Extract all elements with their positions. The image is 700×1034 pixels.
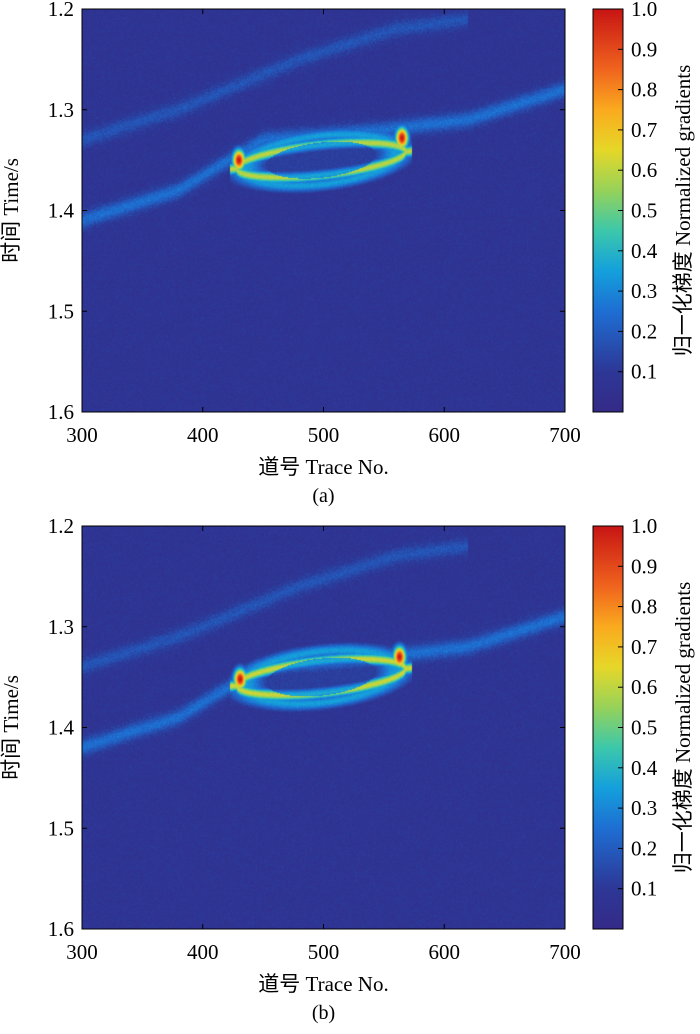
heatmap-chart-b: 300 400 500 600 700 1.2 1.3 1.4 1.5 1.6 道号 Trace N… — [0, 517, 695, 1024]
panel-b: 300 400 500 600 700 1.2 1.3 1.4 1.5 1.6 道号 Trace N… — [0, 517, 700, 1034]
x-tick-label: 300 — [66, 940, 98, 964]
colorbar-tick-label: 0.9 — [631, 554, 657, 578]
colorbar-tick-label: 0.3 — [631, 796, 657, 820]
y-tick-label: 1.6 — [48, 917, 74, 941]
y-tick-label: 1.6 — [48, 400, 74, 424]
colorbar-tick-label: 0.5 — [631, 716, 657, 740]
y-tick-label: 1.5 — [48, 816, 74, 840]
colorbar-tick-label: 0.3 — [631, 279, 657, 303]
colorbar-tick-label: 0.2 — [631, 836, 657, 860]
x-tick-label: 700 — [549, 940, 581, 964]
x-tick-label: 600 — [429, 423, 461, 447]
colorbar-label: 归一化梯度 Normalized gradients — [671, 65, 695, 357]
x-axis-label: 道号 Trace No. — [258, 972, 388, 996]
colorbar-tick-label: 0.7 — [631, 635, 657, 659]
y-tick-label: 1.4 — [48, 716, 75, 740]
x-axis-label: 道号 Trace No. — [258, 455, 388, 479]
colorbar-tick-label: 0.1 — [631, 877, 657, 901]
colorbar-tick-label: 0.9 — [631, 37, 657, 61]
y-tick-label: 1.5 — [48, 299, 74, 323]
panel-caption: (b) — [312, 1002, 335, 1024]
colorbar-tick-label: 0.1 — [631, 360, 657, 384]
x-tick-label: 600 — [429, 940, 461, 964]
colorbar-tick-label: 1.0 — [631, 0, 657, 21]
y-tick-label: 1.2 — [48, 517, 74, 538]
colorbar-label: 归一化梯度 Normalized gradients — [671, 582, 695, 874]
y-axis-label: 时间 Time/s — [0, 158, 23, 263]
x-tick-label: 400 — [187, 423, 219, 447]
x-tick-label: 500 — [308, 423, 340, 447]
y-tick-label: 1.3 — [48, 98, 74, 122]
y-tick-label: 1.3 — [48, 615, 74, 639]
y-tick-label: 1.4 — [48, 199, 75, 223]
colorbar-tick-label: 0.6 — [631, 158, 657, 182]
heatmap-chart-a: 300 400 500 600 700 1.2 1.3 1.4 1.5 1.6 道号 Trace N… — [0, 0, 695, 507]
panel-a: 300 400 500 600 700 1.2 1.3 1.4 1.5 1.6 道号 Trace N… — [0, 0, 695, 507]
x-tick-label: 700 — [549, 423, 581, 447]
x-tick-label: 400 — [187, 940, 219, 964]
colorbar-tick-label: 0.8 — [631, 78, 657, 102]
x-tick-label: 300 — [66, 423, 98, 447]
x-tick-label: 500 — [308, 940, 340, 964]
colorbar-tick-label: 0.5 — [631, 199, 657, 223]
colorbar-tick-label: 0.7 — [631, 118, 657, 142]
colorbar-tick-label: 1.0 — [631, 517, 657, 538]
panel-caption: (a) — [312, 485, 334, 507]
colorbar-tick-label: 0.6 — [631, 675, 657, 699]
colorbar-tick-label: 0.4 — [631, 756, 658, 780]
heatmap-image — [82, 9, 565, 412]
colorbar-tick-label: 0.8 — [631, 595, 657, 619]
colorbar-tick-label: 0.2 — [631, 319, 657, 343]
heatmap-image — [82, 526, 565, 929]
y-tick-label: 1.2 — [48, 0, 74, 21]
y-axis-label: 时间 Time/s — [0, 675, 23, 780]
colorbar-tick-label: 0.4 — [631, 239, 658, 263]
